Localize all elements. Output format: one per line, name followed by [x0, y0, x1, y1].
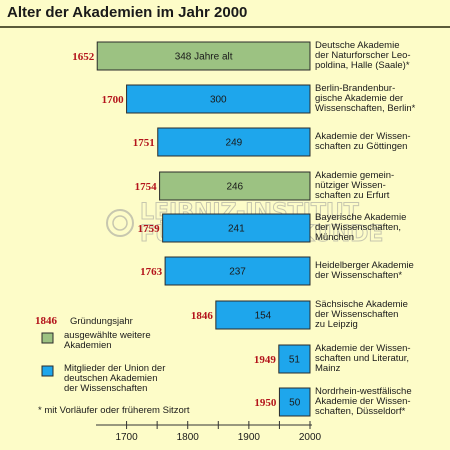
title-divider — [0, 26, 450, 28]
academy-name-line: Akademie gemein- — [315, 170, 394, 181]
academy-name-line: der Wissenschaften, — [315, 222, 401, 233]
academy-name-line: Berlin-Brandenbur- — [315, 83, 395, 94]
academy-name-line: schaften zu Göttingen — [315, 141, 407, 152]
academy-name-line: der Wissenschaften — [315, 309, 398, 320]
academy-name-line: Heidelberger Akademie — [315, 260, 414, 271]
bar-1846 — [215, 300, 311, 330]
academy-name-line: schaften, Düsseldorf* — [315, 406, 406, 417]
bar-1652 — [96, 41, 311, 71]
bar-value-label: 154 — [255, 311, 272, 322]
academy-name-line: der Naturforscher Leo- — [315, 50, 411, 61]
academy-name-line: Akademie der Wissen- — [315, 131, 411, 142]
academy-name-line: Akademie der Wissen- — [315, 396, 411, 407]
academy-name-line: Mainz — [315, 363, 341, 374]
bar-value-label: 246 — [226, 182, 243, 193]
legend-blue-swatch — [41, 365, 54, 377]
legend-year-caption: Gründungsjahr — [70, 316, 133, 327]
academy-name-line: Akademie der Wissen- — [315, 343, 411, 354]
page-title: Alter der Akademien im Jahr 2000 — [7, 4, 248, 21]
founding-year-label: 1759 — [138, 223, 161, 235]
bar-1700 — [126, 84, 311, 114]
founding-year-label: 1949 — [254, 354, 277, 366]
bar-1754 — [159, 171, 311, 201]
watermark-seal-inner — [112, 215, 128, 231]
bar-value-label: 249 — [226, 138, 243, 149]
academy-name-line: Sächsische Akademie — [315, 299, 408, 310]
x-tick-label: 1800 — [177, 432, 200, 443]
bar-value-label: 237 — [229, 267, 246, 278]
legend-green-swatch — [41, 332, 54, 344]
bar-1949 — [278, 344, 311, 374]
x-tick-label: 2000 — [299, 432, 322, 443]
legend-footnote: * mit Vorläufer oder früherem Sitzort — [38, 405, 190, 416]
legend: 1846 Gründungsjahr ausgewählte weitereAkad… — [35, 315, 190, 416]
x-tick-label: 1700 — [115, 432, 138, 443]
academy-name-line: schaften und Literatur, — [315, 353, 409, 364]
bar-value-label: 300 — [210, 95, 227, 106]
bar-value-label: 241 — [228, 224, 245, 235]
founding-year-label: 1751 — [133, 137, 155, 149]
legend-blue-caption: Mitglieder der Union der — [64, 363, 165, 374]
founding-year-label: 1754 — [135, 181, 158, 193]
bar-1759 — [162, 213, 311, 243]
x-axis: 1700 1800 1900 2000 — [96, 421, 322, 443]
academy-name-line: Deutsche Akademie — [315, 40, 400, 51]
academy-name-line: Bayerische Akademie — [315, 212, 406, 223]
academy-name-line: poldina, Halle (Saale)* — [315, 60, 410, 71]
x-tick-label: 1900 — [238, 432, 261, 443]
founding-year-label: 1846 — [191, 310, 214, 322]
bar-1751 — [157, 127, 311, 157]
academy-name-line: schaften zu Erfurt — [315, 190, 390, 201]
legend-green-caption: Akademien — [64, 340, 112, 351]
legend-year-sample: 1846 — [35, 315, 58, 327]
bar-1950 — [278, 387, 311, 417]
academy-name-line: gische Akademie der — [315, 93, 403, 104]
legend-blue-caption: der Wissenschaften — [64, 383, 147, 394]
bar-value-label: 51 — [289, 355, 301, 366]
watermark-seal-icon — [106, 209, 134, 237]
bar-value-label: 50 — [289, 398, 301, 409]
academy-name-line: nütziger Wissen- — [315, 180, 386, 191]
academy-name-line: zu Leipzig — [315, 319, 358, 330]
founding-year-label: 1700 — [102, 94, 125, 106]
academy-name-line: der Wissenschaften* — [315, 270, 402, 281]
legend-green-caption: ausgewählte weitere — [64, 330, 151, 341]
founding-year-label: 1652 — [72, 51, 95, 63]
legend-blue-caption: deutschen Akademien — [64, 373, 157, 384]
founding-year-label: 1763 — [140, 266, 163, 278]
academy-name-line: Wissenschaften, Berlin* — [315, 103, 416, 114]
academy-name-line: München — [315, 232, 354, 243]
founding-year-label: 1950 — [254, 397, 277, 409]
bar-value-label: 348 Jahre alt — [175, 52, 233, 63]
academy-name-line: Nordrhein-westfälische — [315, 386, 412, 397]
bar-1763 — [164, 256, 311, 286]
